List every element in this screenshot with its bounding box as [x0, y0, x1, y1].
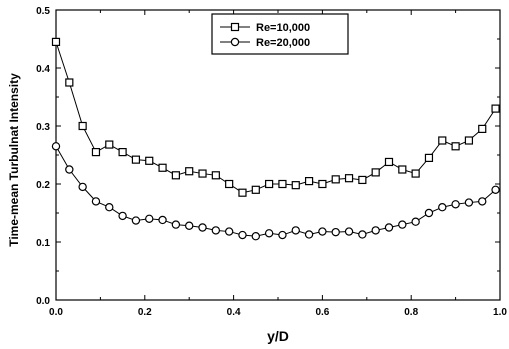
series-1-point — [158, 163, 167, 172]
series-1-point — [278, 179, 287, 189]
series-1-point — [451, 142, 460, 151]
series-2-point — [198, 223, 207, 232]
series-2-point — [251, 231, 260, 241]
y-tick-label: 0.2 — [36, 180, 50, 191]
series-line-1 — [55, 41, 496, 194]
series-2-point — [384, 223, 394, 232]
legend-box — [211, 13, 349, 55]
x-axis-label: y/D — [267, 328, 289, 344]
series-2-point — [304, 230, 314, 239]
series-2-point — [318, 227, 327, 236]
series-2-point — [238, 230, 247, 240]
series-1-point — [384, 157, 394, 167]
series-1-point — [491, 104, 500, 113]
series-2-point — [145, 214, 154, 223]
y-tick-label: 0.1 — [36, 238, 50, 249]
series-1-point — [185, 167, 194, 176]
series-2-point — [398, 220, 407, 229]
legend-marker-2 — [230, 37, 240, 47]
y-tick-label: 0.3 — [36, 122, 50, 133]
series-2-point — [224, 227, 234, 236]
legend-marker-1 — [230, 22, 240, 32]
series-2-point — [51, 142, 61, 151]
plot-area: 0.0 0.2 0.4 0.6 0.8 1.0 0.0 0.1 0.2 0.3 0.4 0.5 Re=1… — [36, 6, 507, 318]
x-tick-label: 0.8 — [404, 307, 418, 318]
series-1-point — [304, 177, 314, 186]
series-2-point — [131, 216, 141, 225]
series-2-point — [438, 202, 447, 212]
series-2-point — [358, 230, 367, 239]
series-1-point — [358, 175, 367, 185]
series-1-point — [145, 156, 154, 165]
series-1-point — [65, 78, 74, 87]
series-1-point — [424, 153, 434, 162]
series-2-point — [451, 200, 460, 209]
series-1-point — [238, 188, 247, 197]
y-axis-label: Time-mean Turbulnat Intensity — [7, 73, 21, 247]
series-1-point — [131, 155, 141, 164]
series-2-point — [211, 226, 221, 235]
series-1-point — [105, 140, 114, 149]
series-2-point — [344, 227, 354, 236]
series-2-point — [371, 226, 380, 235]
y-tick-label: 0.4 — [36, 64, 50, 75]
series-1-point — [265, 179, 274, 189]
series-1-point — [464, 136, 474, 145]
series-1-point — [291, 181, 300, 190]
x-tick-label: 0.4 — [227, 307, 241, 318]
legend-label-2: Re=20,000 — [256, 37, 310, 49]
y-tick-label: 0.0 — [36, 296, 50, 307]
series-line-2 — [55, 146, 496, 237]
series-1-point — [331, 175, 340, 184]
series-1-point — [318, 179, 327, 189]
series-2-point — [424, 208, 434, 218]
series-2-point — [464, 198, 474, 207]
series-1-point — [478, 124, 487, 134]
series-1-point — [91, 148, 101, 157]
series-2-point — [491, 185, 500, 194]
series-2-point — [78, 182, 87, 192]
legend-label-1: Re=10,000 — [256, 22, 310, 34]
series-2-point — [291, 226, 300, 235]
series-1-point — [398, 165, 407, 174]
series-2-point — [158, 215, 167, 225]
series-1-point — [225, 179, 234, 189]
series-1-point — [51, 37, 61, 47]
series-1-point — [198, 169, 207, 178]
series-2-point — [411, 217, 420, 226]
series-2-point — [171, 220, 181, 229]
series-2-point — [478, 197, 487, 206]
series-1-point — [411, 169, 420, 178]
series-2-point — [184, 221, 194, 230]
x-tick-label: 0.0 — [49, 307, 63, 318]
series-2-point — [65, 165, 74, 174]
series-1-point — [438, 136, 447, 145]
series-1-point — [118, 148, 127, 157]
series-2-point — [278, 230, 287, 240]
series-2-point — [91, 197, 101, 206]
x-tick-label: 0.2 — [138, 307, 152, 318]
series-1-point — [251, 185, 260, 194]
series-1-point — [211, 171, 220, 180]
y-tick-label: 0.5 — [36, 6, 50, 17]
series-2-point — [331, 227, 340, 237]
x-tick-label: 0.6 — [315, 307, 329, 318]
x-tick-label: 1.0 — [493, 307, 507, 318]
series-2-point — [118, 211, 127, 221]
series-2-point — [264, 229, 274, 238]
series-1-point — [78, 121, 87, 131]
series-1-point — [171, 171, 180, 180]
series-1-point — [371, 168, 380, 177]
series-1-point — [344, 174, 354, 183]
series-2-point — [105, 202, 114, 212]
